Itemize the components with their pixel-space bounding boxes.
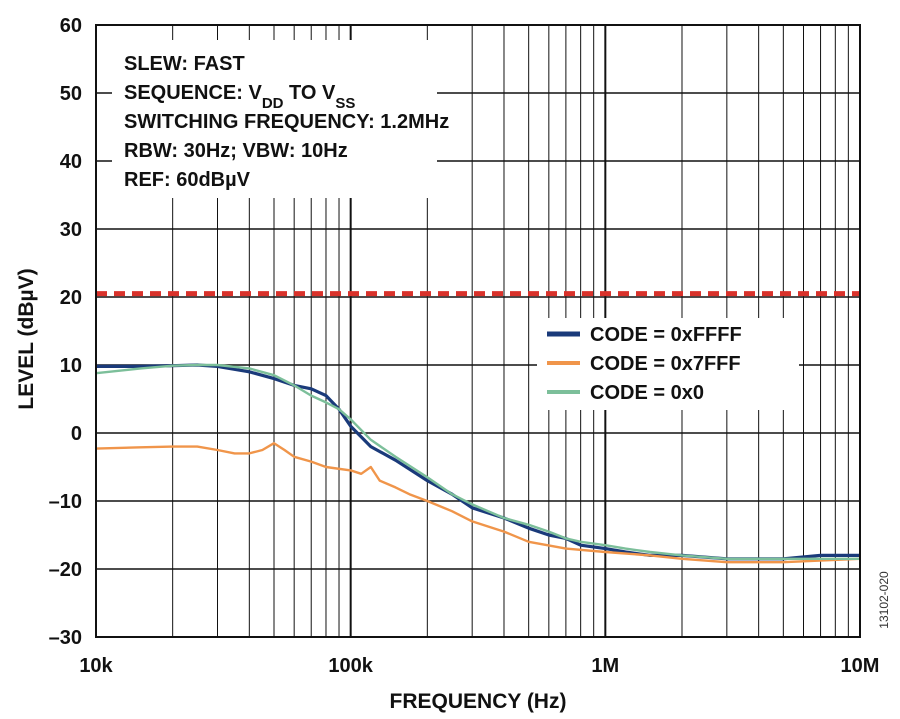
x-tick-label: 10M bbox=[841, 655, 880, 677]
y-tick-label: 10 bbox=[60, 355, 82, 377]
y-axis-label: LEVEL (dBµV) bbox=[15, 268, 38, 409]
y-tick-label: 0 bbox=[71, 423, 82, 445]
annotation-line: REF: 60dBµV bbox=[124, 169, 251, 191]
y-tick-label: 30 bbox=[60, 219, 82, 241]
y-tick-label: –20 bbox=[49, 559, 82, 581]
annotation-line: SLEW: FAST bbox=[124, 53, 245, 75]
subscript: SS bbox=[335, 95, 355, 112]
annotation-block: SLEW: FAST SEQUENCE: VDD TO VSSSWITCHING … bbox=[124, 53, 449, 191]
x-axis-label: FREQUENCY (Hz) bbox=[390, 690, 567, 713]
x-tick-label: 100k bbox=[328, 655, 373, 677]
annotation-line: SEQUENCE: VDD TO VSS bbox=[124, 82, 355, 112]
annotation-text: SEQUENCE: V bbox=[124, 82, 262, 104]
legend-label: CODE = 0x0 bbox=[590, 382, 704, 404]
y-tick-label: –30 bbox=[49, 627, 82, 649]
legend-label: CODE = 0x7FFF bbox=[590, 353, 741, 375]
series-line-3 bbox=[95, 363, 860, 560]
data-series bbox=[95, 363, 861, 564]
plot-frame bbox=[95, 24, 861, 638]
y-tick-label: 40 bbox=[60, 151, 82, 173]
x-tick-label: 1M bbox=[591, 655, 619, 677]
series-line-2 bbox=[95, 442, 861, 564]
y-tick-label: 20 bbox=[60, 287, 82, 309]
annotation-panel bbox=[112, 40, 437, 198]
y-tick-label: –10 bbox=[49, 491, 82, 513]
annotation-text: TO V bbox=[283, 82, 336, 104]
subscript: DD bbox=[262, 95, 284, 112]
x-tick-label: 10k bbox=[79, 655, 113, 677]
y-tick-label: 60 bbox=[60, 15, 82, 37]
legend-label: CODE = 0xFFFF bbox=[590, 324, 742, 346]
annotation-line: SWITCHING FREQUENCY: 1.2MHz bbox=[124, 111, 449, 133]
legend: CODE = 0xFFFF CODE = 0x7FFF CODE = 0x0 bbox=[537, 318, 799, 410]
annotation-line: RBW: 30Hz; VBW: 10Hz bbox=[124, 140, 348, 162]
y-tick-labels: 60 50 40 30 20 10 0 –10 –20 –30 bbox=[49, 15, 82, 649]
legend-background bbox=[537, 318, 799, 410]
figure-id: 13102-020 bbox=[877, 571, 891, 629]
y-tick-label: 50 bbox=[60, 83, 82, 105]
x-tick-labels: 10k 100k 1M 10M bbox=[79, 655, 879, 677]
